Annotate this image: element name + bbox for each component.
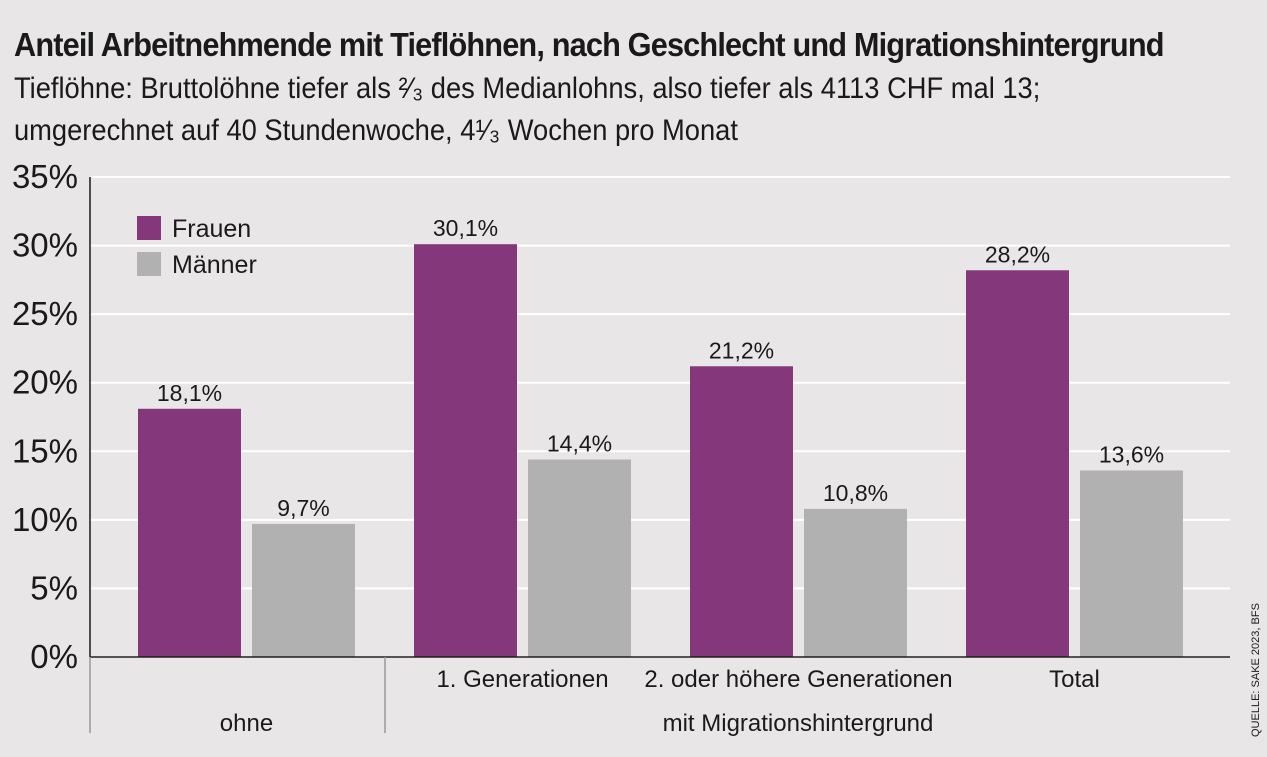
legend-label-frauen: Frauen — [172, 215, 251, 243]
bar-label-frauen-total: 28,2% — [985, 241, 1050, 267]
bars — [138, 244, 1183, 657]
bar-label-frauen-2-oder-höhere-generationen: 21,2% — [709, 337, 774, 363]
x-label-ohne: ohne — [220, 710, 273, 737]
bar-männer-ohne — [252, 523, 355, 657]
axes — [89, 177, 1230, 733]
chart-subtitle-line-2: umgerechnet auf 40 Stundenwoche, 4¹⁄₃ Wo… — [14, 114, 738, 147]
legend-swatch-frauen — [137, 216, 161, 240]
bar-frauen-total — [966, 270, 1069, 657]
legend-swatch-männer — [137, 252, 161, 276]
bar-männer-1-generationen — [528, 459, 631, 657]
bar-männer-total — [1080, 470, 1183, 657]
bar-label-männer-1-generationen: 14,4% — [547, 431, 612, 457]
bar-frauen-1-generationen — [414, 244, 517, 657]
x-label-2-oder-höhere-generationen: 2. oder höhere Generationen — [644, 666, 952, 693]
source-note: QUELLE: SAKE 2023, BFS — [1250, 603, 1262, 737]
legend-label-männer: Männer — [172, 251, 257, 279]
bar-value-labels: 18,1% 9,7% 30,1% 14,4% 21,2% 10,8% 28,2% 13,6% — [157, 215, 1164, 521]
y-axis-ticks: 0% 5% 10% 15% 20% 25% 30% 35% — [12, 158, 78, 675]
chart-subtitle-line-1: Tieflöhne: Bruttolöhne tiefer als ²⁄₃ de… — [14, 72, 1041, 105]
y-tick-label-35: 35% — [12, 158, 78, 195]
x-label-1-generationen: 1. Generationen — [436, 666, 608, 693]
bar-label-männer-ohne: 9,7% — [277, 495, 329, 521]
x-axis-labels: ohne 1. Generationen 2. oder höhere Genera… — [220, 666, 1100, 737]
y-tick-label-20: 20% — [12, 364, 78, 401]
x-label-total: Total — [1049, 666, 1100, 693]
bar-label-frauen-1-generationen: 30,1% — [433, 215, 498, 241]
bar-frauen-ohne — [138, 408, 241, 657]
bar-männer-2-oder-höhere-generationen — [804, 508, 907, 657]
y-tick-label-10: 10% — [12, 501, 78, 538]
x-group-label: mit Migrationshintergrund — [663, 710, 934, 737]
bar-frauen-2-oder-höhere-generationen — [690, 366, 793, 657]
y-tick-label-15: 15% — [12, 432, 78, 469]
bar-label-männer-2-oder-höhere-generationen: 10,8% — [823, 480, 888, 506]
bar-label-männer-total: 13,6% — [1099, 441, 1164, 467]
bar-label-frauen-ohne: 18,1% — [157, 380, 222, 406]
y-tick-label-0: 0% — [30, 638, 78, 675]
chart-title: Anteil Arbeitnehmende mit Tieflöhnen, na… — [14, 26, 1164, 63]
legend: Frauen Männer — [137, 215, 257, 279]
y-tick-label-30: 30% — [12, 227, 78, 264]
y-tick-label-5: 5% — [30, 569, 78, 606]
y-tick-label-25: 25% — [12, 295, 78, 332]
